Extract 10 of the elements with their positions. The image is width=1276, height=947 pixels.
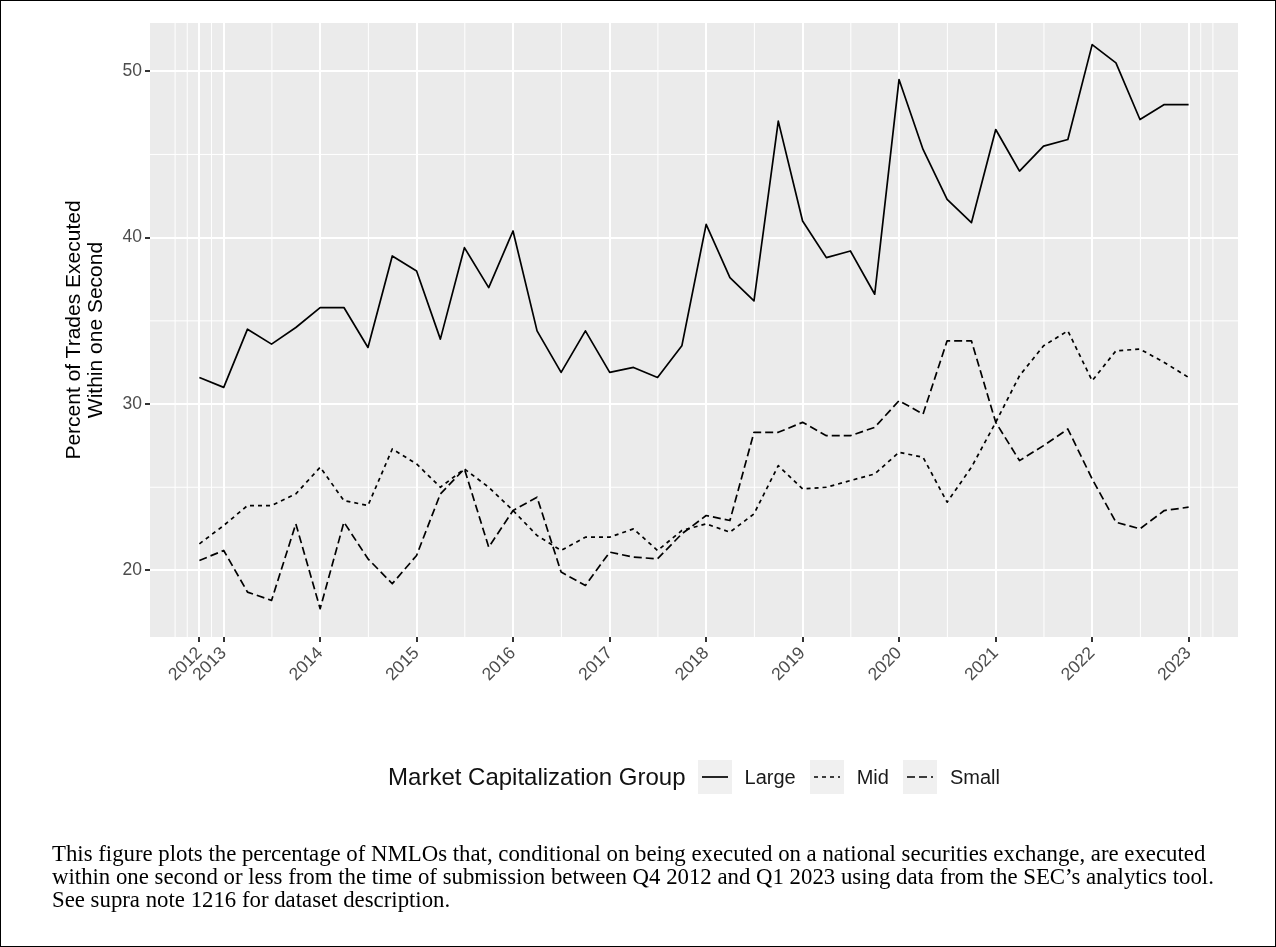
y-tick-label: 20 xyxy=(122,559,143,580)
legend-label: Mid xyxy=(856,765,889,789)
legend-label: Small xyxy=(949,765,1000,789)
y-tick-label: 50 xyxy=(122,60,143,81)
legend-title: Market Capitalization Group xyxy=(388,763,686,791)
legend-label: Large xyxy=(744,765,796,789)
y-axis-title: Percent of Trades Executed Within one Second xyxy=(60,200,106,460)
y-tick-label: 40 xyxy=(122,226,143,247)
text: This figure plots the percentage of NMLOs that, conditional on being executed on a national securities exchange, are executed within one second or less from the time of submission between Q4 2012 and Q1 2023 using data from the SEC’s analytics tool. See supra note 1216 for dataset description. xyxy=(52,841,1215,912)
y-tick-label: 30 xyxy=(122,392,143,413)
